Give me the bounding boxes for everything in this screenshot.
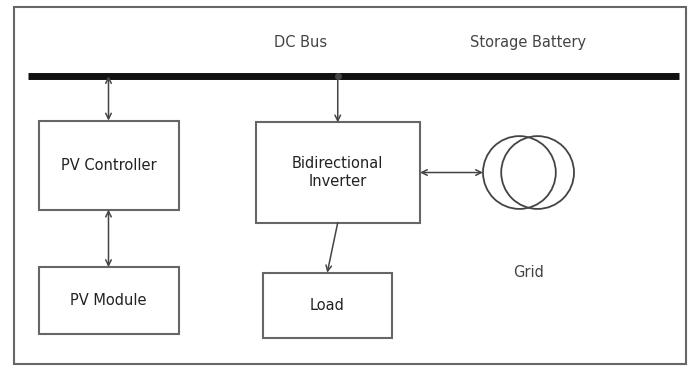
Bar: [38, 121, 178, 210]
Text: PV Controller: PV Controller: [61, 158, 156, 173]
FancyArrowPatch shape: [421, 170, 482, 175]
Text: Bidirectional
Inverter: Bidirectional Inverter: [292, 156, 384, 189]
Text: DC Bus: DC Bus: [274, 35, 328, 50]
Text: Load: Load: [310, 298, 344, 313]
Text: Storage Battery: Storage Battery: [470, 35, 587, 50]
Bar: [256, 122, 420, 223]
FancyArrowPatch shape: [335, 76, 340, 121]
Bar: [262, 273, 392, 338]
FancyArrowPatch shape: [106, 211, 111, 265]
FancyArrowPatch shape: [326, 223, 337, 271]
FancyArrowPatch shape: [106, 78, 111, 119]
Text: Grid: Grid: [513, 265, 544, 280]
Text: PV Module: PV Module: [70, 293, 147, 308]
Bar: [38, 267, 178, 334]
